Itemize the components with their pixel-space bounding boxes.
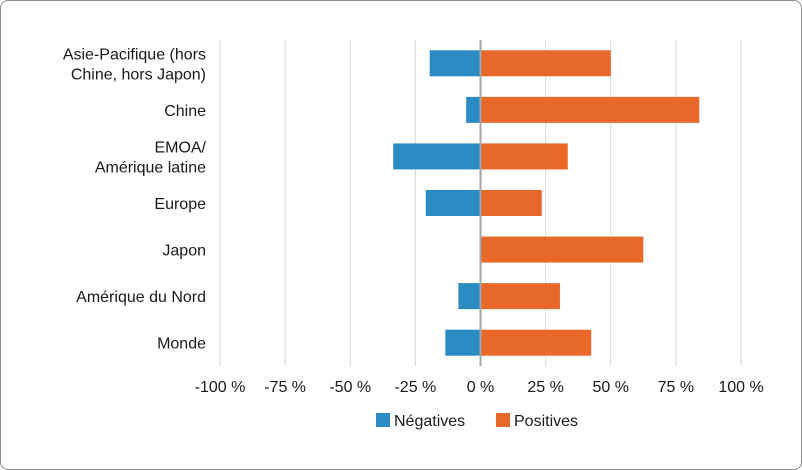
category-label: EMOA/Amérique latine [95, 139, 207, 176]
bar-negative [458, 283, 481, 310]
x-tick-label: 50 % [593, 379, 629, 396]
legend-swatch-negative [376, 413, 390, 427]
x-tick-label: 0 % [467, 379, 495, 396]
legend: Négatives Positives [376, 413, 578, 430]
category-label: Amérique du Nord [76, 289, 206, 306]
x-tick-label: 75 % [658, 379, 694, 396]
x-tick-label: -100 % [195, 379, 246, 396]
bar-positive [480, 329, 592, 356]
category-labels: Asie-Pacifique (hors Chine, hors Japon) Ch… [63, 46, 207, 352]
x-tick-label: -75 % [264, 379, 306, 396]
bar-negative [429, 50, 481, 77]
bar-positive [480, 190, 542, 216]
bar-positive [480, 50, 611, 77]
x-tick-label: 100 % [718, 379, 763, 396]
bar-negative [445, 329, 481, 356]
bar-negative [393, 143, 481, 170]
legend-swatch-positive [496, 413, 510, 427]
category-label: Monde [157, 336, 206, 353]
bar-positive [480, 236, 644, 263]
x-tick-labels: -100 % -75 % -50 % -25 % 0 % 25 % 50 % 75 % 100 … [195, 379, 764, 396]
legend-label-positive: Positives [514, 413, 578, 430]
x-tick-label: -25 % [394, 379, 436, 396]
category-label: Europe [154, 196, 206, 213]
bar-positive [480, 283, 560, 310]
category-label: Japon [162, 243, 206, 260]
bar-negative [466, 96, 481, 123]
bar-positive [480, 96, 700, 123]
x-tick-label: -50 % [329, 379, 371, 396]
category-label: Asie-Pacifique (hors Chine, hors Japon) [63, 46, 206, 83]
bar-negative [425, 190, 481, 216]
grid-lines [219, 40, 742, 366]
x-tick-label: 25 % [527, 379, 563, 396]
bar-positive [480, 143, 568, 170]
legend-label-negative: Négatives [394, 413, 465, 430]
bars [393, 50, 700, 356]
category-label: Chine [164, 103, 206, 120]
